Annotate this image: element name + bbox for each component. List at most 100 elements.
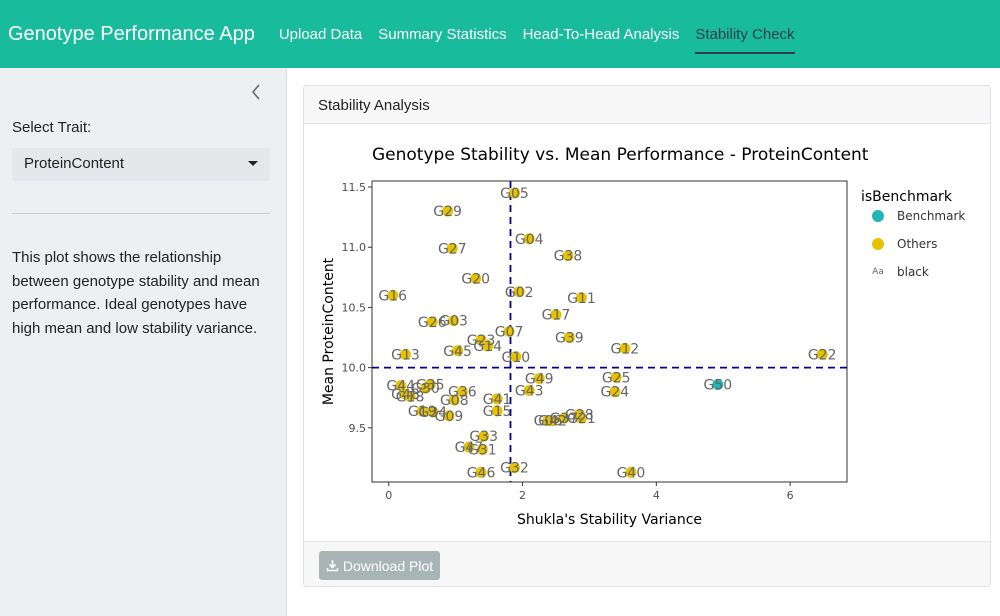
data-point — [443, 410, 455, 422]
y-tick-label: 11.5 — [342, 181, 367, 194]
point-label: G14 — [473, 339, 502, 355]
tab-head-to-head-analysis[interactable]: Head-To-Head Analysis — [522, 25, 680, 43]
data-point — [491, 393, 503, 405]
y-tick-label: 9.5 — [349, 422, 367, 435]
legend-label-benchmark: Benchmark — [897, 209, 965, 223]
sidebar: Select Trait: ProteinContent This plot s… — [0, 68, 287, 616]
data-point — [609, 386, 621, 398]
point-label: G08 — [440, 393, 469, 409]
point-label: G38 — [554, 249, 583, 265]
point-label: G33 — [469, 429, 498, 445]
card-header: Stability Analysis — [304, 86, 990, 124]
point-label: G04 — [515, 232, 544, 248]
download-plot-button[interactable]: Download Plot — [319, 551, 440, 580]
data-point — [575, 412, 587, 424]
x-axis-label: Shukla's Stability Variance — [517, 512, 702, 528]
point-label: G11 — [567, 291, 596, 307]
legend-key-text: Aa — [872, 267, 884, 277]
data-point — [503, 326, 515, 337]
data-point — [442, 205, 454, 217]
point-label: G34 — [419, 405, 448, 421]
point-label: G42 — [538, 414, 567, 430]
data-point — [712, 378, 724, 390]
data-point — [625, 466, 637, 478]
point-label: G03 — [439, 314, 468, 330]
point-label: G31 — [468, 442, 497, 458]
data-point — [463, 441, 475, 453]
chart-title: Genotype Stability vs. Mean Performance … — [372, 145, 869, 165]
data-point — [542, 415, 554, 427]
data-point — [452, 345, 464, 357]
legend-key-benchmark — [872, 210, 884, 222]
point-label: G06 — [534, 414, 563, 430]
y-axis-label: Mean ProteinContent — [321, 257, 337, 405]
point-label: G10 — [502, 350, 531, 366]
x-tick-label: 0 — [385, 489, 392, 502]
download-icon — [326, 560, 339, 572]
point-label: G29 — [433, 204, 462, 220]
data-point — [427, 406, 439, 418]
data-point — [399, 348, 411, 360]
data-point — [448, 394, 460, 406]
plot-panel — [371, 180, 848, 483]
point-label: G36 — [448, 385, 477, 401]
sidebar-divider — [12, 213, 270, 214]
data-point — [558, 412, 570, 424]
x-tick-label: 6 — [787, 489, 794, 502]
card-footer: Download Plot — [304, 541, 990, 586]
legend-label-black: black — [897, 265, 929, 279]
select-trait-label: Select Trait: — [12, 119, 92, 136]
data-point — [509, 462, 520, 474]
data-point — [816, 348, 828, 360]
point-label: G27 — [438, 241, 467, 257]
tab-stability-check[interactable]: Stability Check — [695, 0, 795, 68]
point-label: G50 — [704, 377, 733, 393]
point-label: G45 — [443, 344, 472, 360]
point-label: G23 — [467, 333, 496, 349]
x-tick-label: 4 — [653, 489, 660, 502]
point-label: G48 — [391, 387, 420, 403]
data-point — [533, 372, 545, 384]
stability-scatter-plot: Genotype Stability vs. Mean Performance … — [321, 145, 965, 528]
data-point — [575, 292, 587, 304]
navbar: Genotype Performance App Upload Data Sum… — [0, 0, 1000, 68]
point-label: G47 — [455, 440, 484, 456]
data-point — [475, 466, 487, 478]
data-point — [446, 242, 458, 254]
collapse-sidebar-button[interactable] — [246, 80, 266, 104]
data-point — [448, 315, 460, 327]
data-point — [491, 405, 503, 417]
point-label: G02 — [505, 285, 534, 301]
data-point — [510, 351, 522, 363]
point-label: G21 — [567, 411, 596, 427]
point-label: G12 — [611, 341, 640, 357]
point-label: G30 — [411, 381, 440, 397]
stability-card: Stability Analysis Download Plot — [303, 85, 991, 587]
point-label: G05 — [500, 186, 529, 202]
data-point — [509, 187, 520, 199]
point-label: G17 — [542, 308, 571, 324]
tab-upload-data[interactable]: Upload Data — [278, 25, 363, 43]
data-point — [610, 371, 622, 383]
chevron-left-icon — [252, 84, 260, 100]
point-label: G18 — [396, 390, 425, 406]
y-tick-label: 10.5 — [342, 301, 367, 314]
data-point — [456, 386, 468, 398]
data-point — [478, 430, 490, 442]
data-point — [563, 332, 575, 344]
tab-summary-statistics[interactable]: Summary Statistics — [378, 25, 507, 43]
legend-key-others — [872, 238, 884, 250]
point-label: G20 — [461, 272, 490, 288]
point-label: G07 — [495, 325, 524, 341]
point-label: G35 — [416, 377, 445, 393]
download-plot-label: Download Plot — [342, 557, 434, 574]
point-label: G25 — [602, 370, 631, 386]
legend-title: isBenchmark — [861, 189, 953, 205]
app-title: Genotype Performance App — [8, 22, 255, 45]
trait-select[interactable]: ProteinContent — [12, 148, 270, 181]
data-point — [513, 286, 525, 298]
plot-description: This plot shows the relationship between… — [12, 249, 260, 337]
legend-label-others: Others — [897, 237, 937, 251]
data-point — [416, 405, 428, 417]
data-point — [562, 250, 574, 262]
